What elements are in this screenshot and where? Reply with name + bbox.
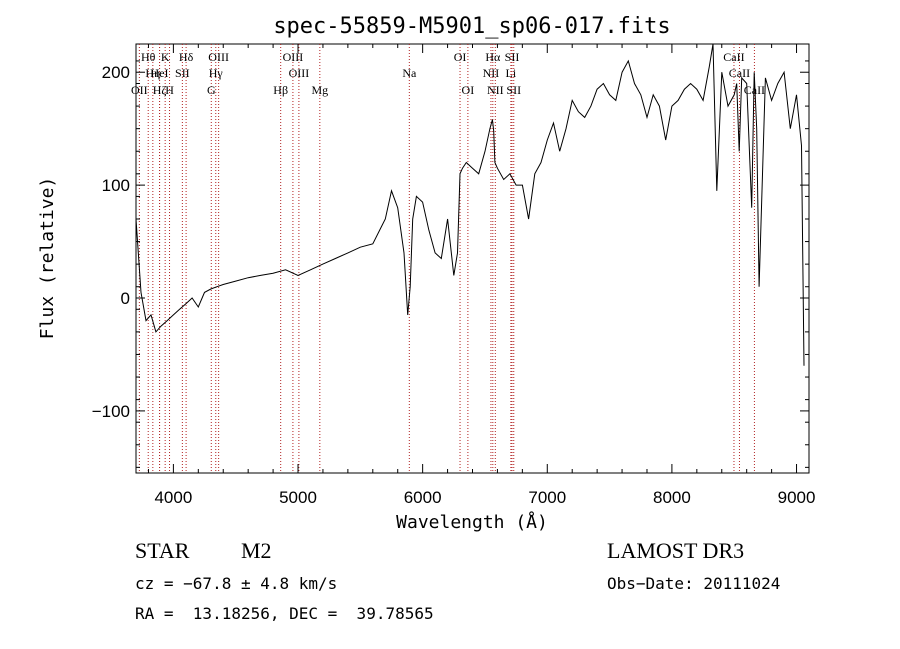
x-tick-label: 4000 (154, 488, 192, 507)
spectral-line-label: Hγ (209, 66, 224, 80)
redshift-text: cz = −67.8 ± 4.8 km/s (135, 574, 338, 593)
spectral-line-label: G (207, 83, 216, 97)
spectral-line-label: Li (506, 66, 517, 80)
spectral-line-label: H (165, 83, 174, 97)
spectral-line-label: SII (506, 83, 521, 97)
spectral-line-label: OIII (289, 66, 310, 80)
flux-series-line (135, 43, 805, 366)
spectral-line-label: OIII (208, 50, 229, 64)
spectral-line-label: OII (131, 83, 148, 97)
y-axis-label: Flux (relative) (37, 177, 58, 340)
spectral-line-label: Mg (311, 83, 328, 97)
spectral-line-label: Na (402, 66, 417, 80)
spectral-line-label: CaII (729, 66, 750, 80)
y-tick-label: 100 (102, 176, 130, 195)
spectral-line-label: Hη (145, 66, 160, 80)
spectral-line-label: SII (505, 50, 520, 64)
obs-date: Obs−Date: 20111024 (607, 574, 781, 593)
spectral-line-label: CaII (723, 50, 744, 64)
spectral-line-label: NII (483, 66, 500, 80)
x-axis-label: Wavelength (Å) (396, 511, 548, 533)
spectral-line-label: HeI (151, 66, 169, 80)
spectral-line-label: Hδ (179, 50, 194, 64)
spectral-line-label: NII (487, 83, 504, 97)
spectral-line-label: K (161, 50, 170, 64)
spectral-line-label: OI (462, 83, 475, 97)
y-tick-label: 200 (102, 63, 130, 82)
coordinates-text: RA = 13.18256, DEC = 39.78565 (135, 604, 434, 623)
spectral-line-label: CaII (744, 83, 765, 97)
x-tick-label: 8000 (653, 488, 691, 507)
x-tick-label: 9000 (778, 488, 816, 507)
object-subclass: M2 (241, 538, 272, 563)
y-axis: −100 0 100 200 (92, 60, 809, 468)
plot-frame (135, 43, 810, 474)
spectral-line-label: Hθ (141, 50, 156, 64)
spectral-line-label: SII (175, 66, 190, 80)
survey-name: LAMOST DR3 (607, 538, 745, 563)
x-tick-label: 5000 (279, 488, 317, 507)
chart-title: spec-55859-M5901_sp06-017.fits (273, 14, 670, 39)
spectral-line-label: Hβ (273, 83, 288, 97)
spectral-line-label: OI (454, 50, 467, 64)
spectral-line-label: OIII (283, 50, 304, 64)
y-tick-label: −100 (92, 402, 130, 421)
y-tick-label: 0 (121, 289, 130, 308)
x-tick-label: 6000 (404, 488, 442, 507)
object-class: STAR (135, 538, 190, 563)
spectral-line-label: Hζ (153, 83, 167, 97)
x-axis: 4000 5000 6000 7000 8000 9000 (147, 44, 816, 507)
spectral-line-label: Hα (485, 50, 501, 64)
x-tick-label: 7000 (528, 488, 566, 507)
spectral-line-markers (138, 44, 755, 473)
